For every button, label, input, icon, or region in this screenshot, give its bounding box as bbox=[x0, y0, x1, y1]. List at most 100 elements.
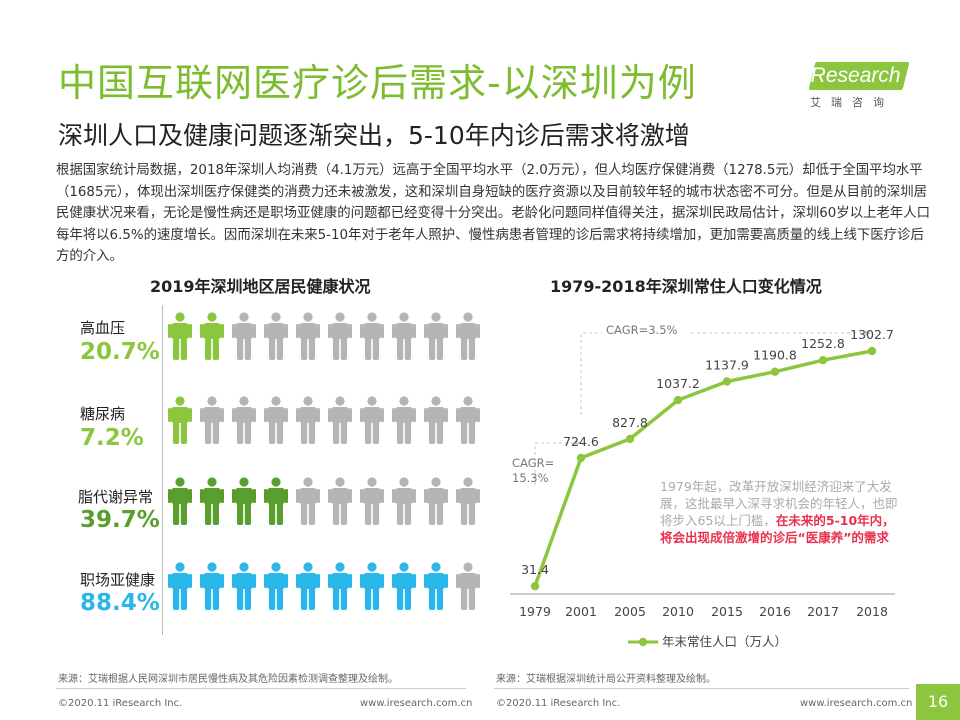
footer-divider-right bbox=[494, 688, 909, 689]
data-label-2005: 827.8 bbox=[612, 415, 648, 430]
body-paragraph: 根据国家统计局数据，2018年深圳人均消费（4.1万元）远高于全国平均水平（2.… bbox=[56, 163, 931, 265]
person-icon bbox=[232, 477, 256, 525]
x-tick-2010: 2010 bbox=[662, 604, 694, 619]
data-point-2010 bbox=[673, 395, 683, 405]
data-point-2017 bbox=[818, 356, 828, 365]
person-icon bbox=[264, 477, 288, 525]
person-icon bbox=[264, 396, 288, 444]
person-icon bbox=[424, 396, 448, 444]
person-icon bbox=[296, 312, 320, 360]
person-icon bbox=[168, 562, 192, 610]
page-title: 中国互联网医疗诊后需求-以深圳为例 bbox=[58, 61, 697, 105]
population-series-line bbox=[533, 349, 873, 587]
data-point-1979 bbox=[530, 582, 540, 591]
person-icon bbox=[360, 562, 384, 610]
person-icon bbox=[456, 477, 480, 525]
person-icon bbox=[168, 477, 192, 525]
person-icon bbox=[296, 396, 320, 444]
x-tick-2017: 2017 bbox=[807, 604, 839, 619]
x-tick-2016: 2016 bbox=[759, 604, 791, 619]
person-icon bbox=[296, 562, 320, 610]
person-icon bbox=[392, 477, 416, 525]
data-point-2018 bbox=[867, 346, 877, 356]
x-tick-2018: 2018 bbox=[856, 604, 888, 619]
chart-note-highlight: 在未来的5-10年内，将会出现成倍激增的诊后“医康养”的需求 bbox=[660, 513, 895, 545]
data-label-2018: 1302.7 bbox=[850, 327, 894, 342]
x-tick-1979: 1979 bbox=[519, 604, 551, 619]
footer-copyright-left: ©2020.11 iResearch Inc. bbox=[58, 698, 183, 709]
person-icon bbox=[424, 477, 448, 525]
footer-url-right[interactable]: www.iresearch.com.cn bbox=[800, 698, 913, 709]
data-label-2001: 724.6 bbox=[563, 434, 599, 449]
legend-marker bbox=[638, 637, 648, 647]
person-icon bbox=[168, 312, 192, 360]
person-icon bbox=[392, 312, 416, 360]
chart-title: 1979-2018年深圳常住人口变化情况 bbox=[550, 277, 822, 296]
person-icon bbox=[200, 562, 224, 610]
footer-url-left[interactable]: www.iresearch.com.cn bbox=[360, 698, 473, 709]
row-value-dyslipidemia: 39.7% bbox=[80, 507, 160, 533]
page-subtitle: 深圳人口及健康问题逐渐突出，5-10年内诊后需求将激增 bbox=[58, 121, 690, 150]
data-label-2017: 1252.8 bbox=[801, 336, 845, 351]
footer-divider-left bbox=[56, 688, 466, 689]
logo-cn: 艾瑞咨询 bbox=[810, 96, 894, 109]
right-source: 来源：艾瑞根据深圳统计局公开资料整理及绘制。 bbox=[496, 674, 716, 685]
data-point-2015 bbox=[722, 377, 732, 386]
row-label-hypertension: 高血压 bbox=[80, 319, 126, 337]
population-line-chart: CAGR= 15.3% CAGR=3.5% 31.4 724.6 827.8 1037.2… bbox=[510, 322, 895, 649]
person-icon bbox=[328, 477, 352, 525]
data-point-2016 bbox=[770, 367, 780, 376]
data-label-2010: 1037.2 bbox=[656, 376, 700, 391]
row-label-subhealth: 职场亚健康 bbox=[80, 571, 156, 589]
row-value-diabetes: 7.2% bbox=[80, 425, 144, 451]
person-icon bbox=[360, 396, 384, 444]
person-icon bbox=[456, 312, 480, 360]
person-icon bbox=[200, 396, 224, 444]
page-number: 16 bbox=[916, 684, 960, 720]
data-label-2015: 1137.9 bbox=[705, 358, 749, 373]
person-icon bbox=[264, 562, 288, 610]
person-icon bbox=[392, 396, 416, 444]
divider-line bbox=[162, 305, 163, 635]
person-icon bbox=[296, 477, 320, 525]
data-point-2005 bbox=[625, 434, 635, 444]
row-value-subhealth: 88.4% bbox=[80, 590, 160, 616]
row-label-dyslipidemia: 脂代谢异常 bbox=[78, 488, 154, 506]
person-icon bbox=[232, 396, 256, 444]
person-icon bbox=[424, 312, 448, 360]
left-source: 来源：艾瑞根据人民网深圳市居民慢性病及其危险因素检测调查整理及绘制。 bbox=[58, 674, 398, 685]
person-icon bbox=[200, 477, 224, 525]
iresearch-logo: iResearch 艾瑞咨询 bbox=[792, 58, 912, 110]
person-icon bbox=[168, 396, 192, 444]
person-icon bbox=[328, 396, 352, 444]
cagr-1-bracket bbox=[534, 440, 581, 485]
health-panel-title: 2019年深圳地区居民健康状况 bbox=[150, 277, 371, 296]
person-icon bbox=[232, 562, 256, 610]
x-tick-2001: 2001 bbox=[565, 604, 597, 619]
cagr-1-label: CAGR= 15.3% bbox=[512, 456, 554, 485]
data-point-2001 bbox=[576, 453, 586, 463]
x-tick-2015: 2015 bbox=[711, 604, 743, 619]
chart-note: 1979年起，改革开放深圳经济迎来了大发展，这批最早入深寻求机会的年轻人，也即将… bbox=[660, 478, 900, 546]
person-icon bbox=[456, 562, 480, 610]
person-icon bbox=[360, 477, 384, 525]
logo-text: iResearch bbox=[806, 64, 901, 87]
x-tick-2005: 2005 bbox=[614, 604, 646, 619]
cagr-2-label-bg bbox=[602, 322, 688, 338]
person-icon bbox=[328, 562, 352, 610]
footer-copyright-right: ©2020.11 iResearch Inc. bbox=[496, 698, 621, 709]
person-icon bbox=[232, 312, 256, 360]
person-icon bbox=[200, 312, 224, 360]
data-label-1979: 31.4 bbox=[521, 562, 549, 577]
data-label-2016: 1190.8 bbox=[753, 348, 797, 363]
person-icon bbox=[264, 312, 288, 360]
row-value-hypertension: 20.7% bbox=[80, 339, 160, 365]
person-icon bbox=[360, 312, 384, 360]
person-icon bbox=[392, 562, 416, 610]
legend-label: 年末常住人口（万人） bbox=[662, 634, 787, 649]
person-icon bbox=[424, 562, 448, 610]
chart-note-plain: 1979年起，改革开放深圳经济迎来了大发展，这批最早入深寻求机会的年轻人，也即将… bbox=[660, 479, 898, 528]
person-icon bbox=[456, 396, 480, 444]
cagr-2-label: CAGR=3.5% bbox=[606, 323, 678, 337]
row-label-diabetes: 糖尿病 bbox=[80, 405, 126, 423]
